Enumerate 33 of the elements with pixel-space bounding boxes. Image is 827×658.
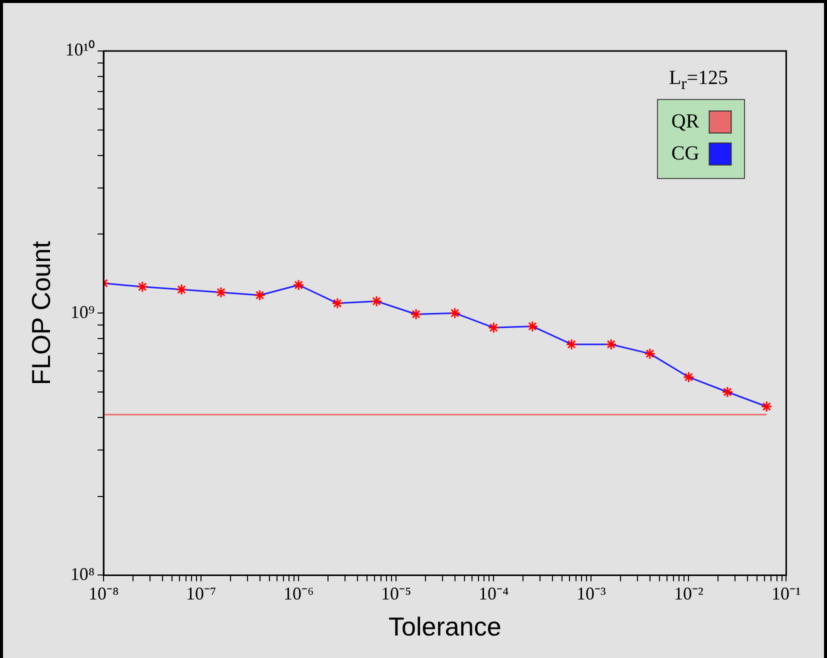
point xyxy=(292,279,304,291)
point xyxy=(370,295,382,307)
point xyxy=(254,289,266,301)
point xyxy=(215,286,227,298)
x-tick-label: 10⁻⁵ xyxy=(381,584,412,604)
legend-label: CG xyxy=(671,142,700,164)
point xyxy=(410,308,422,320)
point xyxy=(449,307,461,319)
legend-label: QR xyxy=(671,110,700,132)
x-tick-label: 10⁻⁶ xyxy=(283,584,314,604)
y-tick-label: 10⁸ xyxy=(70,564,95,584)
annotation: L$_{r}$=125 xyxy=(668,67,728,94)
point xyxy=(566,338,578,350)
x-axis-title: Tolerance xyxy=(388,612,502,642)
y-axis-title: FLOP Count xyxy=(26,240,56,386)
x-tick-label: 10⁻⁷ xyxy=(186,584,216,604)
point xyxy=(682,371,694,383)
x-tick-label: 10⁻³ xyxy=(576,584,606,604)
y-tick-label: 10¹⁰ xyxy=(65,40,95,60)
point xyxy=(722,386,734,398)
point xyxy=(136,281,148,293)
point xyxy=(526,320,538,332)
x-tick-label: 10⁻¹ xyxy=(772,584,801,604)
point xyxy=(605,338,617,350)
point xyxy=(644,348,656,360)
point xyxy=(332,298,344,310)
point xyxy=(760,400,772,412)
y-tick-label: 10⁹ xyxy=(70,302,95,322)
point xyxy=(488,322,500,334)
x-tick-label: 10⁻⁸ xyxy=(88,584,119,604)
x-tick-label: 10⁻⁴ xyxy=(478,584,509,604)
x-tick-label: 10⁻² xyxy=(674,584,704,604)
point xyxy=(176,284,188,296)
